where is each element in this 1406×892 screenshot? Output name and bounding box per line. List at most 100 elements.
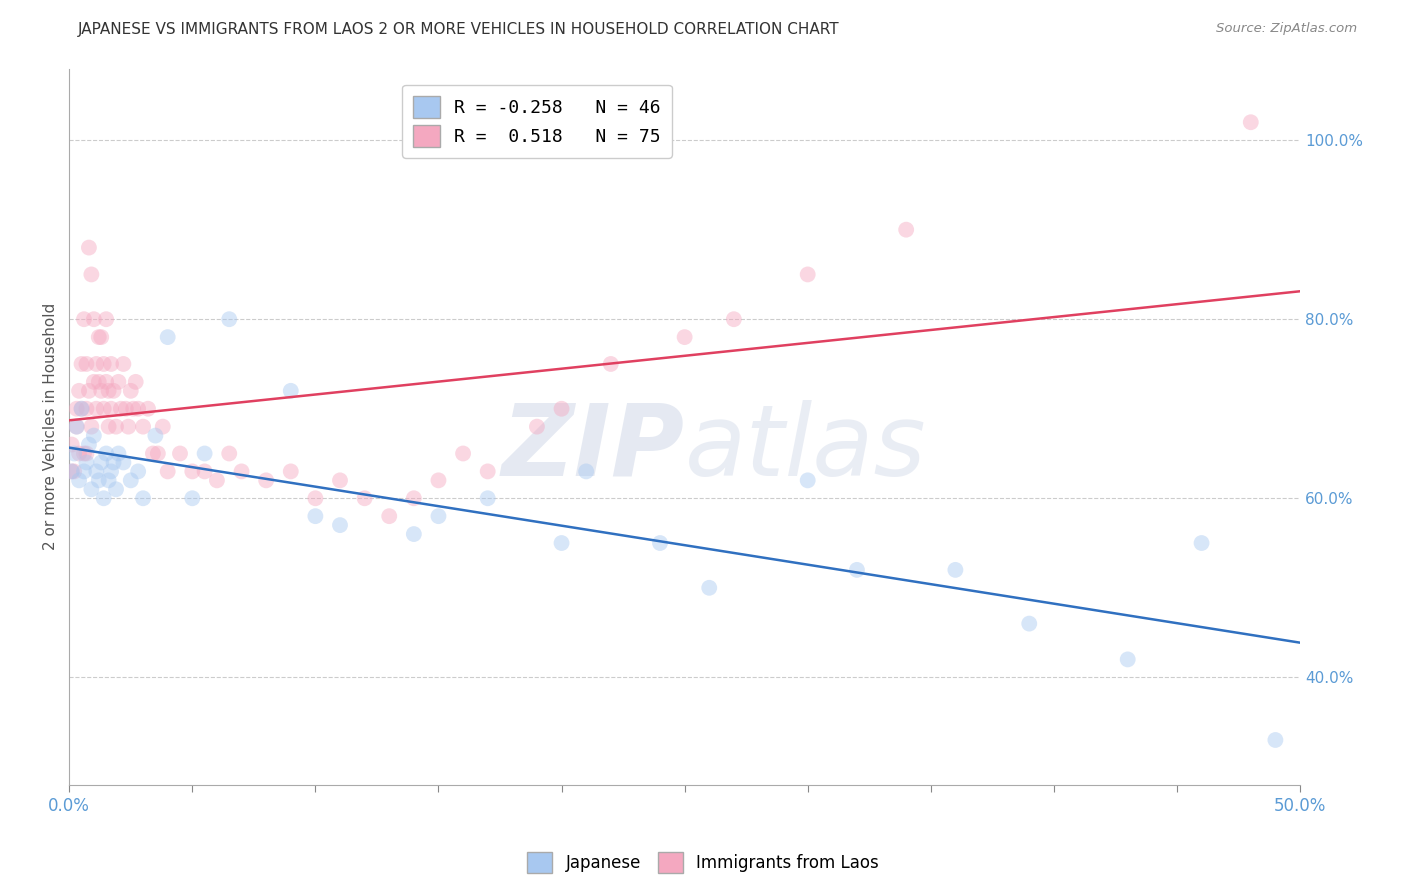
Point	[77, 437, 100, 451]
Point	[156, 330, 179, 344]
Point	[73, 464, 96, 478]
Point	[402, 527, 425, 541]
Text: JAPANESE VS IMMIGRANTS FROM LAOS 2 OR MORE VEHICLES IN HOUSEHOLD CORRELATION CHA: JAPANESE VS IMMIGRANTS FROM LAOS 2 OR MO…	[77, 22, 839, 37]
Point	[117, 419, 139, 434]
Point	[105, 483, 128, 497]
Point	[100, 464, 122, 478]
Point	[105, 419, 128, 434]
Point	[65, 419, 87, 434]
Point	[378, 509, 401, 524]
Point	[218, 446, 240, 460]
Point	[304, 491, 326, 506]
Point	[796, 474, 818, 488]
Point	[152, 419, 174, 434]
Point	[127, 464, 149, 478]
Point	[115, 401, 138, 416]
Point	[1116, 652, 1139, 666]
Point	[87, 375, 110, 389]
Point	[60, 437, 83, 451]
Point	[67, 384, 90, 398]
Point	[97, 474, 120, 488]
Point	[1264, 733, 1286, 747]
Point	[125, 375, 148, 389]
Point	[83, 312, 105, 326]
Point	[103, 455, 125, 469]
Point	[146, 446, 169, 460]
Point	[70, 401, 93, 416]
Point	[96, 375, 118, 389]
Point	[477, 464, 499, 478]
Point	[73, 446, 96, 460]
Point	[329, 474, 352, 488]
Point	[65, 419, 87, 434]
Text: Source: ZipAtlas.com: Source: ZipAtlas.com	[1216, 22, 1357, 36]
Point	[83, 375, 105, 389]
Point	[103, 384, 125, 398]
Point	[218, 312, 240, 326]
Point	[90, 330, 112, 344]
Point	[90, 455, 112, 469]
Point	[67, 474, 90, 488]
Point	[67, 446, 90, 460]
Text: atlas: atlas	[685, 400, 927, 497]
Point	[526, 419, 548, 434]
Point	[205, 474, 228, 488]
Point	[96, 312, 118, 326]
Point	[169, 446, 191, 460]
Point	[80, 419, 103, 434]
Point	[110, 401, 132, 416]
Point	[1018, 616, 1040, 631]
Point	[60, 464, 83, 478]
Point	[145, 428, 167, 442]
Point	[254, 474, 277, 488]
Point	[107, 375, 129, 389]
Point	[575, 464, 598, 478]
Point	[723, 312, 745, 326]
Point	[142, 446, 165, 460]
Point	[194, 446, 217, 460]
Point	[112, 357, 135, 371]
Point	[107, 446, 129, 460]
Point	[451, 446, 474, 460]
Point	[945, 563, 967, 577]
Point	[599, 357, 621, 371]
Point	[697, 581, 720, 595]
Point	[120, 474, 142, 488]
Point	[96, 446, 118, 460]
Point	[427, 474, 450, 488]
Point	[75, 446, 97, 460]
Point	[280, 464, 302, 478]
Point	[84, 401, 107, 416]
Point	[127, 401, 149, 416]
Point	[427, 509, 450, 524]
Point	[73, 312, 96, 326]
Point	[796, 268, 818, 282]
Point	[136, 401, 159, 416]
Point	[156, 464, 179, 478]
Point	[93, 491, 115, 506]
Point	[90, 384, 112, 398]
Point	[80, 268, 103, 282]
Point	[181, 464, 204, 478]
Point	[648, 536, 671, 550]
Point	[80, 483, 103, 497]
Point	[550, 536, 572, 550]
Point	[1191, 536, 1213, 550]
Legend: R = -0.258   N = 46, R =  0.518   N = 75: R = -0.258 N = 46, R = 0.518 N = 75	[402, 85, 672, 158]
Point	[280, 384, 302, 398]
Y-axis label: 2 or more Vehicles in Household: 2 or more Vehicles in Household	[44, 303, 58, 550]
Point	[63, 464, 86, 478]
Point	[477, 491, 499, 506]
Point	[100, 401, 122, 416]
Point	[402, 491, 425, 506]
Point	[97, 384, 120, 398]
Point	[84, 464, 107, 478]
Point	[77, 384, 100, 398]
Point	[1240, 115, 1263, 129]
Point	[75, 357, 97, 371]
Point	[329, 518, 352, 533]
Point	[353, 491, 375, 506]
Point	[120, 384, 142, 398]
Point	[70, 357, 93, 371]
Point	[181, 491, 204, 506]
